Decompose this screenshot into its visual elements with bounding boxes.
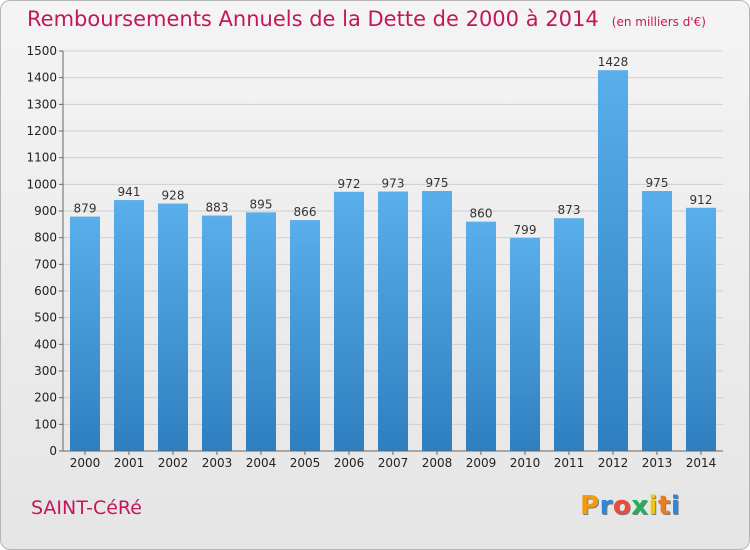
bar [554, 218, 584, 451]
bar [290, 220, 320, 451]
logo-letter: i [648, 491, 658, 521]
value-label: 912 [690, 193, 713, 207]
bar [246, 212, 276, 451]
y-tick-label: 1000 [26, 177, 57, 191]
x-tick-label: 2006 [334, 456, 365, 470]
logo-letter: P [580, 491, 600, 521]
bar [686, 207, 716, 451]
x-tick-label: 2000 [70, 456, 101, 470]
chart-title: Remboursements Annuels de la Dette de 20… [27, 7, 599, 31]
y-tick-label: 1500 [26, 44, 57, 58]
bar [70, 216, 100, 451]
value-label: 975 [426, 176, 449, 190]
bar [598, 70, 628, 451]
y-tick-label: 1100 [26, 151, 57, 165]
y-tick-label: 300 [34, 364, 57, 378]
bar [114, 200, 144, 451]
bars [70, 70, 716, 452]
y-tick-label: 400 [34, 337, 57, 351]
bar [422, 191, 452, 451]
y-tick-label: 1400 [26, 71, 57, 85]
x-axis-ticks: 2000 2001 2002 2003 2004 2005 2006 2007 2008 2009… [70, 451, 717, 470]
axes [62, 51, 723, 452]
value-labels: 879 941 928 883 895 866 972 973 975 860 799 873 1428… [74, 55, 713, 237]
chart-subtitle: (en milliers d'€) [611, 15, 706, 29]
y-tick-label: 700 [34, 257, 57, 271]
x-tick-label: 2004 [246, 456, 277, 470]
y-tick-label: 900 [34, 204, 57, 218]
y-tick-label: 1300 [26, 97, 57, 111]
bar [334, 191, 364, 452]
x-tick-label: 2001 [114, 456, 145, 470]
value-label: 799 [514, 223, 537, 237]
y-tick-label: 800 [34, 231, 57, 245]
x-tick-label: 2003 [202, 456, 233, 470]
logo-letter: o [612, 491, 632, 521]
x-tick-label: 2012 [598, 456, 629, 470]
bar [466, 221, 496, 451]
value-label: 883 [206, 201, 229, 215]
logo-letter: i [670, 491, 681, 521]
logo-letter: x [631, 491, 649, 521]
y-tick-label: 0 [49, 444, 57, 458]
logo-letter: t [657, 491, 671, 521]
commune-name: SAINT-CéRé [31, 497, 142, 519]
value-label: 866 [294, 205, 317, 219]
x-tick-label: 2009 [466, 456, 497, 470]
proxiti-logo[interactable]: Proxiti [580, 491, 680, 521]
value-label: 895 [250, 197, 273, 211]
x-tick-label: 2002 [158, 456, 189, 470]
value-label: 972 [338, 177, 361, 191]
bar [510, 237, 540, 451]
x-tick-label: 2008 [422, 456, 453, 470]
value-label: 860 [470, 207, 493, 221]
value-label: 879 [74, 202, 97, 216]
x-tick-label: 2011 [554, 456, 585, 470]
y-tick-label: 1200 [26, 124, 57, 138]
value-label: 975 [646, 176, 669, 190]
x-tick-label: 2013 [642, 456, 673, 470]
value-label: 941 [118, 185, 141, 199]
value-label: 973 [382, 177, 405, 191]
x-tick-label: 2014 [686, 456, 717, 470]
value-label: 928 [162, 189, 185, 203]
value-label: 1428 [598, 55, 629, 69]
y-tick-label: 500 [34, 311, 57, 325]
bar [642, 191, 672, 451]
y-tick-label: 200 [34, 391, 57, 405]
y-tick-label: 600 [34, 284, 57, 298]
bar [158, 203, 188, 451]
value-label: 873 [558, 203, 581, 217]
title-row: Remboursements Annuels de la Dette de 20… [27, 7, 706, 31]
x-tick-label: 2007 [378, 456, 409, 470]
logo-letter: r [599, 491, 613, 521]
y-tick-label: 100 [34, 417, 57, 431]
x-tick-label: 2010 [510, 456, 541, 470]
y-axis-ticks: 0 100 200 300 400 500 600 700 800 900 1000 1100 1200… [26, 44, 63, 458]
bar [202, 215, 232, 451]
x-tick-label: 2005 [290, 456, 321, 470]
bar [378, 191, 408, 452]
